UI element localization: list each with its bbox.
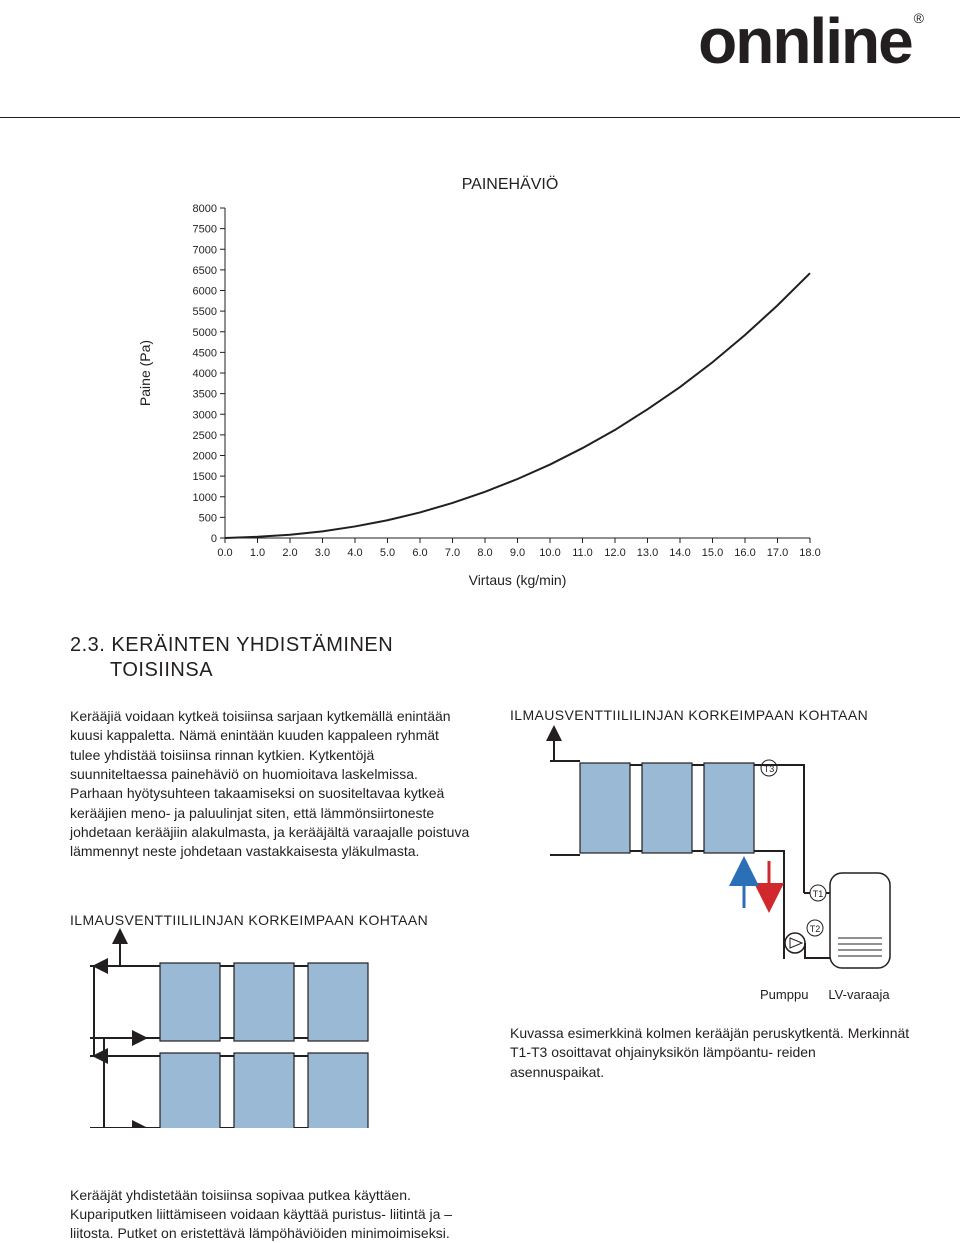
svg-text:8000: 8000: [193, 203, 217, 215]
svg-text:6000: 6000: [193, 286, 217, 298]
svg-text:Virtaus (kg/min): Virtaus (kg/min): [469, 572, 567, 588]
sub-heading-left: ILMAUSVENTTIILILINJAN KORKEIMPAAN KOHTAA…: [70, 912, 470, 928]
heading-line-1: 2.3. KERÄINTEN YHDISTÄMINEN: [70, 634, 393, 656]
svg-text:14.0: 14.0: [669, 547, 690, 559]
brand-name: onnline: [698, 5, 912, 77]
sub-heading-right: ILMAUSVENTTIILILINJAN KORKEIMPAAN KOHTAA…: [510, 707, 910, 723]
footer-paragraph: Kerääjät yhdistetään toisiinsa sopivaa p…: [70, 1186, 470, 1243]
svg-text:500: 500: [199, 512, 217, 524]
diagram-caption: Kuvassa esimerkkinä kolmen kerääjän peru…: [510, 1024, 910, 1082]
svg-text:T1: T1: [813, 889, 824, 899]
svg-text:1.0: 1.0: [250, 547, 265, 559]
svg-text:0: 0: [211, 533, 217, 545]
svg-text:3500: 3500: [193, 389, 217, 401]
svg-text:7500: 7500: [193, 224, 217, 236]
pressure-loss-chart: PAINEHÄVIÖ 0 500 1000 1500 2000 2500 3000 3500 40…: [70, 173, 890, 593]
section-heading: 2.3. KERÄINTEN YHDISTÄMINEN TOISIINSA: [70, 633, 890, 683]
svg-text:5500: 5500: [193, 306, 217, 318]
label-pump: Pumppu: [760, 987, 808, 1002]
svg-text:3000: 3000: [193, 409, 217, 421]
svg-text:3.0: 3.0: [315, 547, 330, 559]
diagram-six-collectors: [70, 928, 470, 1128]
svg-text:2000: 2000: [193, 451, 217, 463]
registered-mark: ®: [914, 10, 922, 26]
svg-text:4500: 4500: [193, 347, 217, 359]
svg-text:5000: 5000: [193, 327, 217, 339]
diagram-labels-row: Pumppu LV-varaaja: [510, 987, 910, 1002]
svg-text:15.0: 15.0: [702, 547, 723, 559]
svg-text:6500: 6500: [193, 265, 217, 277]
heading-line-2: TOISIINSA: [70, 659, 213, 681]
diagram-three-collectors: T3T1T2: [510, 723, 910, 983]
svg-text:13.0: 13.0: [637, 547, 658, 559]
svg-text:Paine (Pa): Paine (Pa): [137, 340, 153, 406]
svg-text:4000: 4000: [193, 368, 217, 380]
svg-text:10.0: 10.0: [539, 547, 560, 559]
section-paragraph: Kerääjiä voidaan kytkeä toisiinsa sarjaa…: [70, 707, 470, 862]
svg-text:1500: 1500: [193, 471, 217, 483]
svg-text:17.0: 17.0: [767, 547, 788, 559]
svg-text:5.0: 5.0: [380, 547, 395, 559]
svg-text:1000: 1000: [193, 492, 217, 504]
svg-text:7.0: 7.0: [445, 547, 460, 559]
brand-logo: onnline®: [698, 4, 920, 78]
chart-svg: PAINEHÄVIÖ 0 500 1000 1500 2000 2500 3000 3500 40…: [130, 173, 830, 593]
svg-text:4.0: 4.0: [347, 547, 362, 559]
svg-text:18.0: 18.0: [799, 547, 820, 559]
svg-text:12.0: 12.0: [604, 547, 625, 559]
svg-text:2500: 2500: [193, 430, 217, 442]
label-tank: LV-varaaja: [828, 987, 889, 1002]
svg-text:8.0: 8.0: [477, 547, 492, 559]
svg-text:T2: T2: [810, 924, 821, 934]
svg-text:7000: 7000: [193, 244, 217, 256]
svg-text:0.0: 0.0: [217, 547, 232, 559]
svg-text:PAINEHÄVIÖ: PAINEHÄVIÖ: [462, 175, 559, 193]
svg-text:2.0: 2.0: [282, 547, 297, 559]
svg-text:11.0: 11.0: [572, 547, 593, 559]
svg-text:9.0: 9.0: [510, 547, 525, 559]
svg-text:16.0: 16.0: [734, 547, 755, 559]
svg-text:6.0: 6.0: [412, 547, 427, 559]
